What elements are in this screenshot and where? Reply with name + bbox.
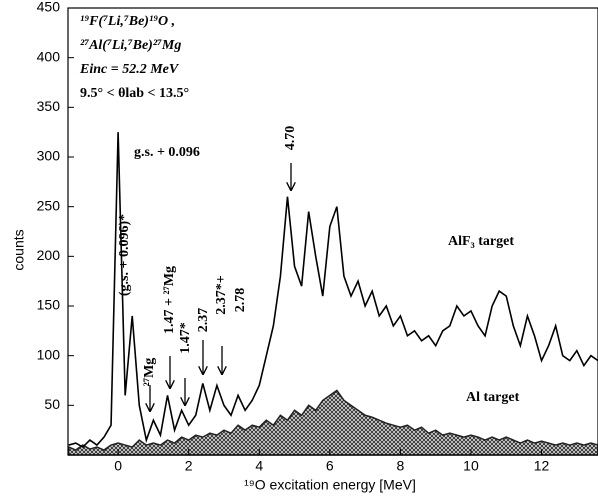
area: [67, 389, 598, 456]
y-tick-label: 50: [44, 396, 60, 412]
annotation: 2.78: [233, 288, 248, 313]
annotation: ²⁷Mg: [142, 358, 157, 387]
x-tick-label: 10: [463, 458, 479, 474]
annotation: g.s. + 0.096: [134, 145, 200, 160]
annotation: 1.47*: [178, 322, 193, 354]
inset-text: Einc = 52.2 MeV: [79, 62, 180, 77]
y-tick-label: 250: [37, 197, 61, 213]
series-label: Al target: [466, 390, 520, 405]
y-tick-label: 300: [37, 148, 61, 164]
x-tick-label: 12: [534, 458, 550, 474]
x-tick-label: 4: [255, 458, 263, 474]
annotation: 2.37*+: [214, 275, 229, 315]
x-tick-label: 8: [396, 458, 404, 474]
y-tick-label: 350: [37, 98, 61, 114]
y-tick-label: 450: [37, 0, 61, 15]
y-tick-label: 200: [37, 247, 61, 263]
annotation: 1.47 + ²⁷Mg: [162, 266, 177, 334]
y-axis-label: counts: [11, 229, 27, 270]
inset-text: ²⁷Al(⁷Li,⁷Be)²⁷Mg: [80, 38, 181, 53]
inset-text: ¹⁹F(⁷Li,⁷Be)¹⁹O ,: [80, 14, 175, 29]
series-label: AlF₃ target: [448, 234, 514, 249]
plot-frame: [67, 7, 598, 456]
plot-area: [67, 132, 598, 456]
x-tick-label: 0: [114, 458, 122, 474]
annotation: 4.70: [283, 126, 298, 151]
x-axis-label: ¹⁹O excitation energy [MeV]: [244, 477, 416, 493]
annotation: (g.s. + 0.096)*: [117, 214, 132, 296]
x-tick-label: 6: [326, 458, 334, 474]
line: [68, 132, 598, 449]
y-tick-label: 400: [37, 48, 61, 64]
x-tick-label: 2: [185, 458, 193, 474]
arrows: [150, 163, 291, 411]
y-tick-label: 100: [37, 346, 61, 362]
annotation: 2.37: [196, 308, 211, 333]
y-tick-label: 150: [37, 297, 61, 313]
inset-text: 9.5° < θlab < 13.5°: [80, 86, 189, 101]
